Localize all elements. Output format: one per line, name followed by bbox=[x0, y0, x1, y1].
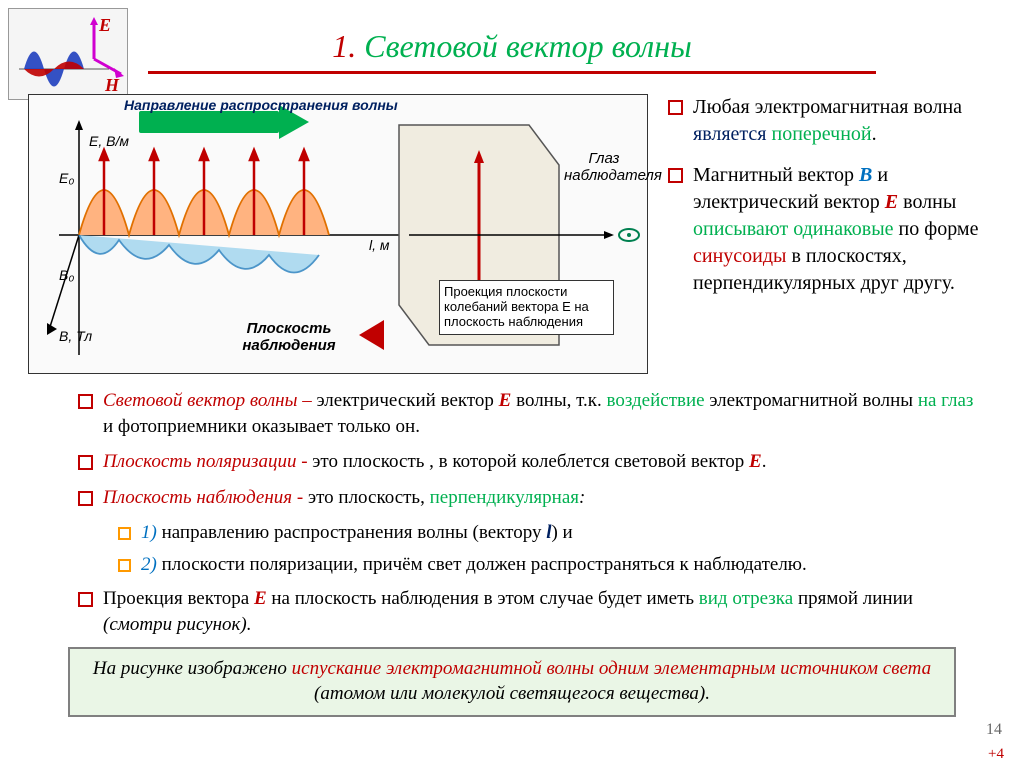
lower-bullets: Световой вектор волны – электрический ве… bbox=[8, 374, 1016, 637]
footer-note: +4 bbox=[988, 746, 1004, 763]
t: , т.к. bbox=[567, 390, 607, 411]
t: На рисунке изображено bbox=[93, 658, 292, 679]
title-number: 1. bbox=[332, 28, 356, 64]
main-row: Направление распространения волны Е, В/м… bbox=[8, 94, 1016, 374]
diag-axis-e: Е, В/м bbox=[89, 133, 129, 149]
t: по форме bbox=[894, 218, 979, 240]
wave-3d-icon: E H bbox=[9, 9, 127, 99]
bullet-l3: Плоскость наблюдения - это плоскость, пе… bbox=[78, 485, 976, 511]
bullet-1: Любая электромагнитная волна является по… bbox=[668, 94, 996, 148]
t: вид отрезка bbox=[699, 588, 793, 609]
diag-plane-obs: Плоскость наблюдения bbox=[229, 321, 349, 354]
t: . bbox=[872, 123, 877, 145]
t: (атомом или молекулой светящегося вещест… bbox=[314, 683, 710, 704]
svg-text:E: E bbox=[98, 15, 111, 35]
diag-e0: E₀ bbox=[59, 170, 74, 186]
t: электрический вектор bbox=[312, 390, 499, 411]
bullet-l1: Световой вектор волны – электрический ве… bbox=[78, 388, 976, 439]
t: на глаз bbox=[918, 390, 974, 411]
t: Любая электромагнитная волна bbox=[693, 96, 962, 118]
t: испускание электромагнитной волны одним … bbox=[292, 658, 931, 679]
t: перпендикулярная bbox=[430, 487, 579, 508]
t: 2) bbox=[141, 554, 157, 575]
bullet-l4: Проекция вектора Е на плоскость наблюден… bbox=[78, 586, 976, 637]
diag-b0: B₀ bbox=[59, 267, 74, 283]
page-number: 14 bbox=[986, 721, 1002, 739]
caption-box: На рисунке изображено испускание электро… bbox=[68, 647, 956, 716]
t: прямой линии bbox=[793, 588, 913, 609]
right-bullets: Любая электромагнитная волна является по… bbox=[648, 94, 996, 374]
t: на плоскость наблюдения в этом случае бу… bbox=[267, 588, 699, 609]
t: является bbox=[693, 123, 772, 145]
slide: E H 1. Световой вектор волны bbox=[0, 0, 1024, 767]
t: Е bbox=[749, 451, 762, 472]
t: поперечной bbox=[772, 123, 872, 145]
t: Световой вектор волны – bbox=[103, 390, 312, 411]
title-underline bbox=[148, 71, 876, 74]
t: Плоскость наблюдения - bbox=[103, 487, 303, 508]
header-wave-icon: E H bbox=[8, 8, 128, 100]
t: Е bbox=[254, 588, 267, 609]
t: Проекция вектора bbox=[103, 588, 254, 609]
t: : bbox=[579, 487, 585, 508]
page-title: 1. Световой вектор волны bbox=[8, 8, 1016, 65]
t: . bbox=[762, 451, 767, 472]
t: Е bbox=[499, 390, 512, 411]
bullet-2: Магнитный вектор B и электрический векто… bbox=[668, 162, 996, 297]
t: Магнитный вектор bbox=[693, 164, 859, 186]
t: описывают одинаковые bbox=[693, 218, 894, 240]
t: синусоиды bbox=[693, 245, 786, 267]
t: воздействие bbox=[606, 390, 704, 411]
bullet-l2: Плоскость поляризации - это плоскость , … bbox=[78, 449, 976, 475]
t: B bbox=[859, 164, 872, 186]
sub-2: 2) плоскости поляризации, причём свет до… bbox=[118, 553, 976, 578]
wave-diagram: Направление распространения волны Е, В/м… bbox=[28, 94, 648, 374]
diag-eye-label: Глаз наблюдателя bbox=[564, 151, 644, 184]
title-text: Световой вектор волны bbox=[364, 28, 692, 64]
diag-axis-l: l, м bbox=[369, 237, 390, 253]
t: плоскости поляризации, причём свет долже… bbox=[157, 554, 807, 575]
sub-1: 1) направлению распространения волны (ве… bbox=[118, 521, 976, 546]
t: ) и bbox=[551, 522, 572, 543]
t: (смотри рисунок). bbox=[103, 614, 251, 635]
t: направлению распространения волны (векто… bbox=[157, 522, 546, 543]
t: волны bbox=[511, 390, 566, 411]
svg-text:H: H bbox=[104, 75, 120, 95]
diag-prop-label: Направление распространения волны bbox=[124, 97, 398, 113]
t: и фотоприемники оказывает только он. bbox=[103, 416, 420, 437]
t: волны bbox=[898, 191, 956, 213]
t: это плоскость, bbox=[303, 487, 429, 508]
t: Е bbox=[885, 191, 898, 213]
diag-axis-b: В, Тл bbox=[59, 328, 92, 344]
t: электромагнитной волны bbox=[705, 390, 918, 411]
diag-projection-box: Проекция плоскости колебаний вектора E н… bbox=[439, 280, 614, 335]
t: это плоскость , в которой колеблется све… bbox=[308, 451, 749, 472]
t: 1) bbox=[141, 522, 157, 543]
t: Плоскость поляризации - bbox=[103, 451, 308, 472]
